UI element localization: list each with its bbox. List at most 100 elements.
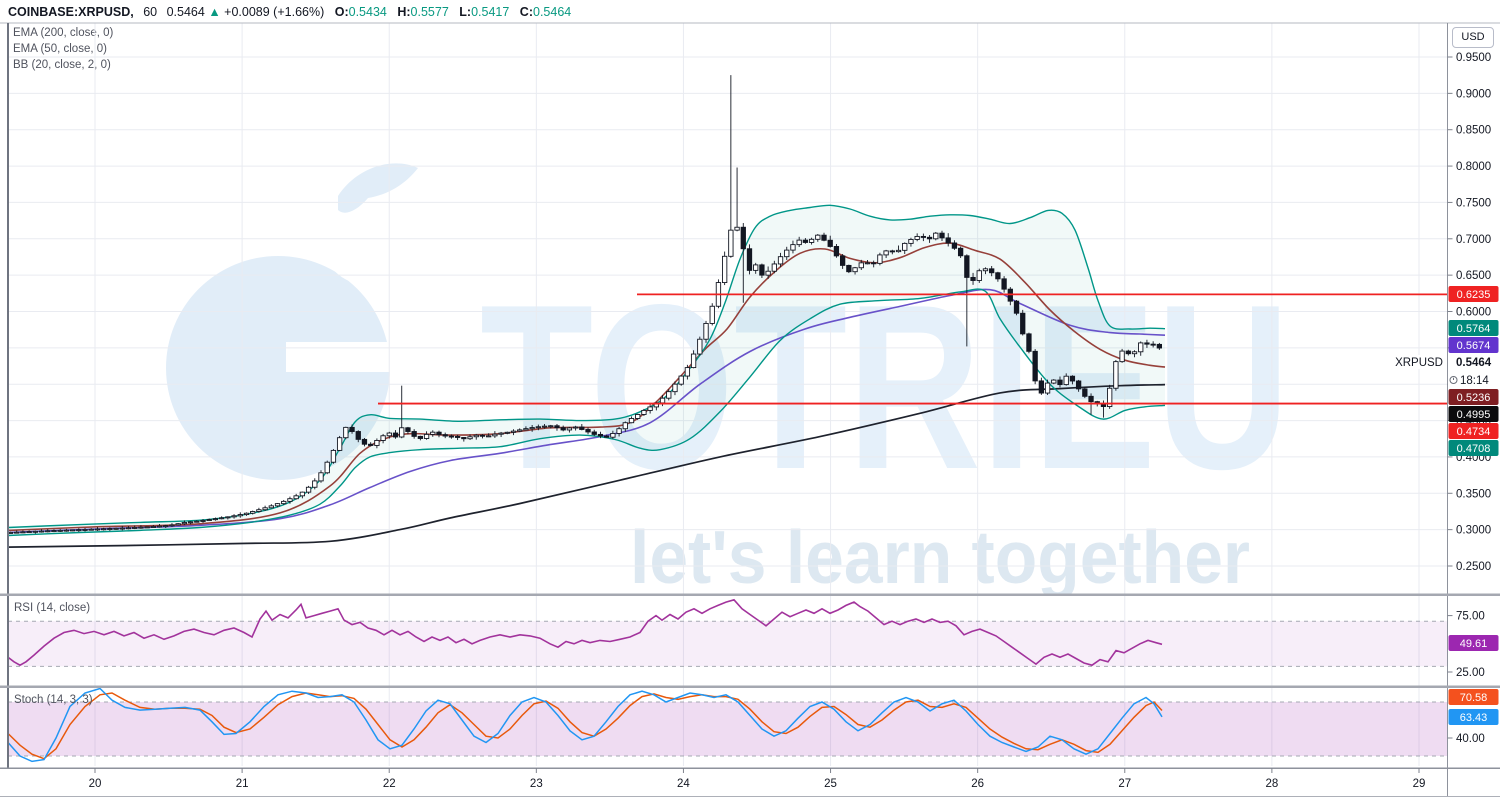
rsi-tick-label: 75.00: [1456, 611, 1485, 623]
candle-body: [492, 433, 498, 437]
price-tick-label: 0.9500: [1456, 52, 1491, 64]
stoch-band-fill: [8, 702, 1447, 756]
candle-body: [529, 427, 535, 430]
candle-body: [287, 498, 293, 502]
time-label: 27: [1118, 778, 1131, 790]
rsi-line: [8, 598, 1163, 667]
candle-body: [833, 246, 840, 257]
pane-separator[interactable]: [0, 685, 1500, 689]
candles-layer: [8, 75, 1163, 534]
candle-body: [57, 529, 63, 532]
candle-body: [827, 239, 833, 247]
interval-label[interactable]: 60: [143, 5, 158, 19]
candle-body: [150, 526, 156, 528]
candle-body: [69, 529, 76, 532]
candle-body: [1020, 312, 1026, 335]
price-badge: 0.4995: [1457, 409, 1491, 421]
stoch-d-line: [8, 692, 1163, 760]
open-label: O:: [334, 5, 349, 19]
price-tick-label: 0.3000: [1456, 525, 1491, 537]
change-arrow-icon: ▲: [208, 5, 221, 19]
time-axis[interactable]: 20 21 22 23 24 25 26 27 28 29: [89, 768, 1426, 790]
legend-bb[interactable]: BB (20, close, 2, 0): [13, 59, 111, 71]
candle-body: [1063, 375, 1069, 386]
stoch-value-badge: 70.58: [1460, 692, 1488, 704]
price-tick-label: 0.7000: [1456, 234, 1491, 246]
candle-body: [970, 276, 976, 281]
rsi-pane-label[interactable]: RSI (14, close): [14, 602, 90, 614]
stoch-k-line: [8, 688, 1163, 763]
candle-body: [237, 514, 243, 517]
pane-separator[interactable]: [0, 593, 1500, 597]
candle-body: [194, 520, 200, 523]
candle-body: [318, 472, 324, 482]
candle-body: [330, 449, 337, 463]
indicator-legend: EMA (200, close, 0) EMA (50, close, 0) B…: [13, 25, 113, 73]
symbol-price-label: XRPUSD: [1395, 357, 1443, 369]
chart-header: COINBASE:XRPUSD, 60 0.5464 ▲ +0.0089 (+1…: [8, 2, 571, 22]
symbol-title[interactable]: COINBASE:XRPUSD,: [8, 5, 134, 19]
candle-body: [256, 509, 262, 512]
clock-icon: [1449, 376, 1458, 384]
price-tick-label: 0.3500: [1456, 488, 1491, 500]
price-badge: 0.4734: [1457, 426, 1491, 438]
candle-body: [417, 435, 424, 439]
candle-body: [908, 239, 914, 244]
candle-body: [802, 239, 809, 243]
candle-body: [76, 529, 82, 532]
candle-body: [82, 529, 88, 531]
legend-ema200[interactable]: EMA (200, close, 0): [13, 27, 114, 39]
candle-body: [368, 443, 374, 446]
candle-body: [461, 437, 467, 440]
candle-body: [343, 426, 349, 439]
high-value: 0.5577: [410, 5, 449, 19]
candle-body: [1051, 379, 1057, 384]
price-badge-bg: [1448, 286, 1499, 302]
watermark-title: TOTRIEU: [480, 255, 1290, 518]
candle-body: [995, 272, 1001, 280]
stoch-value-badge: 63.43: [1460, 712, 1488, 724]
candle-body: [982, 268, 989, 272]
candle-body: [1075, 380, 1082, 390]
watermark-logo-slot: [286, 342, 436, 372]
candle-body: [541, 425, 548, 428]
candle-body: [1150, 343, 1156, 346]
candle-body: [871, 262, 877, 265]
candle-body: [852, 267, 858, 273]
candle-body: [1082, 388, 1088, 397]
candle-body: [759, 264, 765, 276]
price-tick-label: 0.8000: [1456, 161, 1491, 173]
candle-body: [324, 461, 330, 474]
candle-body: [616, 428, 622, 434]
candle-body: [374, 440, 380, 446]
candle-body: [877, 254, 883, 264]
candle-body: [386, 432, 392, 437]
candle-body: [380, 435, 386, 441]
candle-body: [1131, 351, 1138, 355]
price-tick-label: 0.8500: [1456, 125, 1491, 137]
candle-body: [479, 434, 486, 437]
candle-body: [305, 486, 312, 493]
countdown-label: 18:14: [1460, 375, 1489, 387]
price-badge: 0.5764: [1457, 323, 1491, 335]
price-badge-bg: [1448, 337, 1499, 353]
currency-unit-button[interactable]: USD: [1452, 27, 1494, 48]
candle-body: [684, 367, 691, 377]
candle-body: [728, 229, 734, 257]
candle-body: [336, 437, 343, 451]
candle-body: [1119, 350, 1125, 363]
candle-body: [504, 431, 510, 434]
stoch-pane-label[interactable]: Stoch (14, 3, 3): [14, 694, 93, 706]
time-label: 23: [530, 778, 543, 790]
legend-ema50[interactable]: EMA (50, close, 0): [13, 43, 107, 55]
candle-body: [138, 526, 144, 529]
price-badge: 0.5674: [1457, 340, 1491, 352]
bb-basis-line: [8, 242, 1166, 532]
candle-body: [641, 409, 647, 415]
time-label: 24: [677, 778, 690, 790]
candle-body: [293, 495, 299, 500]
candle-body: [579, 426, 585, 430]
rsi-value-badge-bg: [1448, 635, 1499, 651]
price-axis[interactable]: 0.9500 0.9000 0.8500 0.8000 0.7500 0.7000 0.65…: [1447, 52, 1500, 745]
